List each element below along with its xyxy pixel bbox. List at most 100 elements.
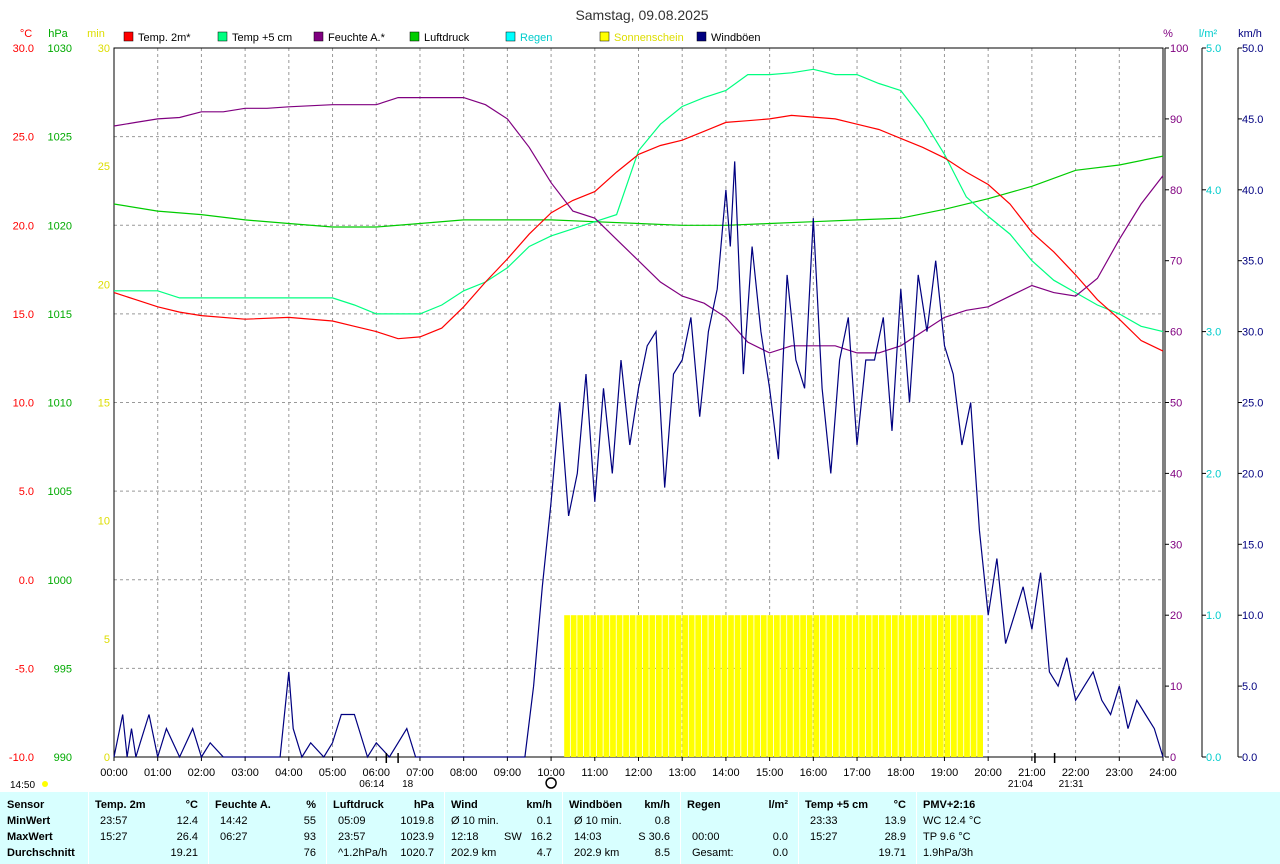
x-tick-label: 13:00 bbox=[668, 767, 696, 779]
summary-cell: MinWert bbox=[7, 815, 51, 827]
summary-value: 76 bbox=[303, 847, 316, 859]
axis-tick-label: 5 bbox=[104, 634, 110, 646]
sunshine-bar bbox=[714, 615, 721, 757]
sunshine-bar bbox=[937, 615, 944, 757]
x-tick-label: 03:00 bbox=[231, 767, 259, 779]
sunshine-bar bbox=[610, 615, 616, 757]
sunshine-bar bbox=[642, 615, 649, 757]
sunshine-bar bbox=[970, 615, 977, 757]
axis-tick-label: 15.0 bbox=[13, 309, 34, 321]
sunshine-bar bbox=[846, 615, 852, 757]
sunshine-bar bbox=[924, 615, 931, 757]
summary-cell: 202.9 km bbox=[451, 847, 497, 859]
x-tick-label: 07:00 bbox=[406, 767, 434, 779]
sunshine-bar bbox=[655, 615, 662, 757]
x-tick-label: 21:00 bbox=[1018, 767, 1046, 779]
sunshine-bar bbox=[636, 615, 643, 757]
status-left-sun-icon bbox=[42, 781, 48, 787]
sunshine-bar bbox=[583, 615, 590, 757]
summary-section: PMV+2:16 WC 12.4 °C TP 9.6 °C 1.9hPa/3h bbox=[916, 792, 1036, 864]
summary-header: Sensor bbox=[7, 799, 45, 811]
sunshine-bar bbox=[800, 615, 806, 757]
x-tick-label: 05:00 bbox=[319, 767, 347, 779]
summary-separator bbox=[562, 792, 563, 864]
summary-value: 0.0 bbox=[772, 847, 788, 859]
axis-tick-label: 0 bbox=[104, 752, 110, 764]
axis-unit: hPa bbox=[48, 28, 68, 40]
axis-tick-label: 40 bbox=[1170, 468, 1182, 480]
summary-cell: SW bbox=[504, 831, 522, 843]
axis-tick-label: 15 bbox=[98, 398, 110, 410]
axis-tick-label: 40.0 bbox=[1242, 185, 1263, 197]
summary-cell: 1.9hPa/3h bbox=[923, 847, 974, 859]
status-left: 14:50 bbox=[10, 780, 35, 791]
axis-tick-label: 990 bbox=[54, 752, 72, 764]
summary-unit: °C bbox=[185, 799, 198, 811]
x-tick-label: 23:00 bbox=[1106, 767, 1134, 779]
sunshine-bar bbox=[754, 615, 761, 757]
summary-section: Sensor MinWert MaxWert Durchschnitt bbox=[0, 792, 88, 864]
axis-tick-label: 45.0 bbox=[1242, 114, 1263, 126]
legend-swatch bbox=[696, 31, 707, 42]
summary-header: Luftdruck bbox=[333, 799, 384, 811]
summary-separator bbox=[444, 792, 445, 864]
summary-value: 1019.8 bbox=[400, 815, 434, 827]
axis-tick-label: 1000 bbox=[48, 575, 72, 587]
sunshine-bar bbox=[701, 615, 708, 757]
axis-tick-label: 60 bbox=[1170, 327, 1182, 339]
summary-cell: 06:27 bbox=[220, 831, 248, 843]
summary-cell: 05:09 bbox=[338, 815, 366, 827]
summary-separator bbox=[88, 792, 89, 864]
series-line-windb-en bbox=[113, 161, 1164, 759]
summary-section: Windböen km/h Ø 10 min. 0.8 14:03 S 30.6 202.9… bbox=[562, 792, 680, 864]
sunshine-bar bbox=[721, 615, 728, 757]
sunshine-bar bbox=[675, 615, 682, 757]
sunshine-bar bbox=[649, 615, 656, 757]
sunshine-bar bbox=[911, 615, 918, 757]
axis-tick-label: 1020 bbox=[48, 220, 72, 232]
x-tick-label: 00:00 bbox=[100, 767, 128, 779]
axis-tick-label: 0.0 bbox=[1206, 752, 1221, 764]
sunshine-bar bbox=[603, 615, 610, 757]
legend-swatch bbox=[409, 31, 420, 42]
sunshine-bar bbox=[616, 615, 623, 757]
axis-tick-label: 70 bbox=[1170, 256, 1182, 268]
summary-cell: 23:57 bbox=[100, 815, 128, 827]
summary-unit: hPa bbox=[413, 799, 434, 811]
sunshine-bar bbox=[813, 615, 820, 757]
x-tick-label: 15:00 bbox=[756, 767, 784, 779]
summary-value: 55 bbox=[303, 815, 316, 827]
x-tick-label: 06:00 bbox=[362, 767, 390, 779]
sunshine-bar bbox=[728, 615, 734, 757]
summary-unit: km/h bbox=[526, 799, 552, 811]
sunshine-bar bbox=[931, 615, 938, 757]
axis-tick-label: 1.0 bbox=[1206, 610, 1221, 622]
axis-tick-label: 10 bbox=[98, 516, 110, 528]
summary-cell: 14:42 bbox=[220, 815, 248, 827]
sunshine-bar bbox=[629, 615, 636, 757]
axis-tick-label: 2.0 bbox=[1206, 468, 1221, 480]
axis-tick-label: 30 bbox=[1170, 539, 1182, 551]
summary-value: 0.8 bbox=[654, 815, 670, 827]
sunshine-bar bbox=[892, 615, 898, 757]
legend-swatch bbox=[505, 31, 516, 42]
summary-separator bbox=[798, 792, 799, 864]
summary-table: Sensor MinWert MaxWert Durchschnitt Temp. 2m… bbox=[0, 792, 1280, 864]
summary-separator bbox=[208, 792, 209, 864]
summary-value: 0.0 bbox=[772, 831, 788, 843]
x-mark-label: 06:14 bbox=[359, 779, 384, 790]
sunshine-bar bbox=[577, 615, 584, 757]
summary-separator bbox=[916, 792, 917, 864]
summary-section: Luftdruck hPa 05:09 1019.8 23:57 1023.9 ^1.2hP… bbox=[326, 792, 444, 864]
summary-header: Feuchte A. bbox=[215, 799, 271, 811]
sunshine-bar bbox=[623, 615, 629, 757]
sunshine-bar bbox=[878, 615, 885, 757]
summary-value: 0.1 bbox=[536, 815, 552, 827]
x-tick-label: 04:00 bbox=[275, 767, 303, 779]
summary-section: Wind km/h Ø 10 min. 0.1 12:18 SW 16.2 202.9 km 4… bbox=[444, 792, 562, 864]
summary-section: Regen l/m² 00:00 0.0 Gesamt: 0.0 bbox=[680, 792, 798, 864]
sunshine-bar bbox=[793, 615, 800, 757]
sunshine-bar bbox=[839, 615, 846, 757]
sunshine-bar bbox=[590, 615, 597, 757]
axis-tick-label: 25 bbox=[98, 161, 110, 173]
